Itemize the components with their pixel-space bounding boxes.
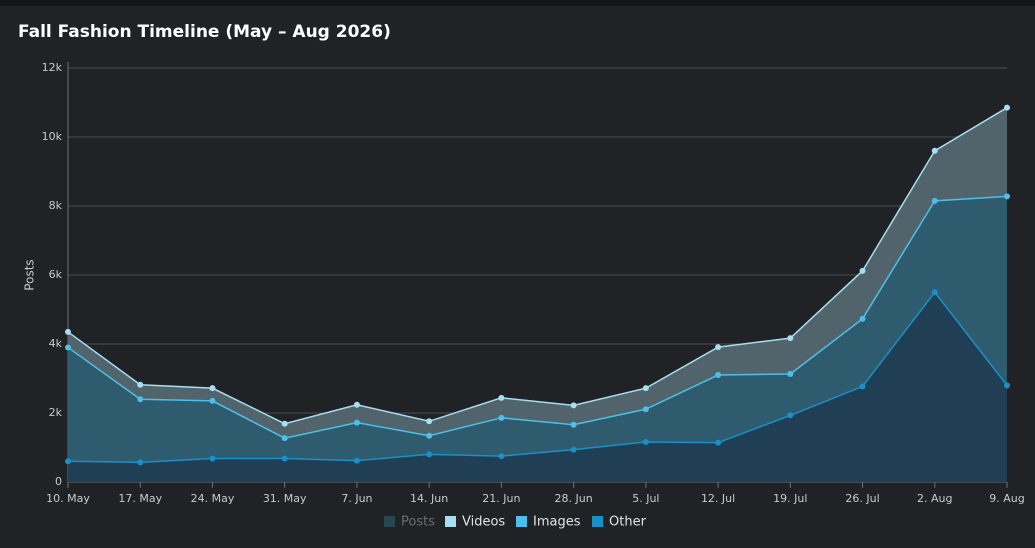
point (642, 406, 649, 413)
y-tick-label: 0 (55, 475, 62, 488)
point (570, 446, 577, 453)
point (570, 421, 577, 428)
x-tick-label: 24. May (191, 492, 235, 505)
point (1004, 104, 1010, 111)
x-tick-label: 7. Jun (341, 492, 372, 505)
point (931, 289, 938, 296)
point (1004, 382, 1010, 389)
legend-item[interactable]: Posts (384, 515, 435, 530)
point (715, 439, 722, 446)
chart-title: Fall Fashion Timeline (May – Aug 2026) (18, 22, 391, 42)
y-tick-label: 6k (49, 268, 63, 281)
point (426, 418, 433, 425)
point (570, 402, 577, 409)
legend-label: Videos (462, 515, 505, 530)
y-tick-label: 2k (49, 406, 63, 419)
y-tick-label: 8k (49, 199, 63, 212)
x-tick-label: 26. Jul (845, 492, 879, 505)
area (68, 292, 1007, 482)
x-tick-label: 31. May (263, 492, 307, 505)
x-tick-label: 12. Jul (701, 492, 735, 505)
x-tick-label: 2. Aug (917, 492, 952, 505)
point (931, 147, 938, 154)
legend-item[interactable]: Other (592, 515, 647, 530)
area (68, 107, 1007, 439)
legend-label: Posts (401, 515, 435, 530)
top-bar (0, 0, 1035, 6)
legend-swatch (445, 516, 456, 527)
point (426, 432, 433, 439)
area (68, 196, 1007, 463)
point (642, 438, 649, 445)
y-tick-label: 4k (49, 337, 63, 350)
point (65, 328, 71, 335)
x-tick-label: 14. Jun (410, 492, 448, 505)
point (787, 335, 794, 342)
point (498, 414, 505, 421)
series-line (67, 291, 1008, 464)
x-tick-label: 5. Jul (632, 492, 659, 505)
x-tick-label: 19. Jul (773, 492, 807, 505)
legend-label: Other (609, 515, 647, 530)
legend-swatch (384, 516, 395, 527)
point (715, 372, 722, 379)
point (715, 344, 722, 351)
legend-item[interactable]: Images (516, 515, 581, 530)
point (209, 397, 216, 404)
legend-label: Images (533, 515, 581, 530)
point (642, 385, 649, 392)
y-tick-label: 12k (42, 61, 63, 74)
point (859, 315, 866, 322)
y-tick-label: 10k (42, 130, 63, 143)
series-line (67, 107, 1008, 425)
x-tick-label: 10. May (46, 492, 90, 505)
point (209, 455, 216, 462)
point (1004, 193, 1010, 200)
point (353, 457, 360, 464)
point (931, 197, 938, 204)
point (859, 267, 866, 274)
y-axis-label: Posts (23, 259, 37, 290)
point (859, 383, 866, 390)
series-line (67, 195, 1008, 439)
x-tick-label: 28. Jun (555, 492, 593, 505)
x-tick-label: 9. Aug (989, 492, 1024, 505)
point (353, 419, 360, 426)
point (498, 394, 505, 401)
point (281, 420, 288, 427)
point (209, 385, 216, 392)
point (281, 455, 288, 462)
point (281, 435, 288, 442)
legend-item[interactable]: Videos (445, 515, 505, 530)
point (137, 396, 144, 403)
point (787, 371, 794, 378)
point (137, 459, 144, 466)
point (65, 344, 71, 351)
point (353, 401, 360, 408)
legend-swatch (592, 516, 603, 527)
x-tick-label: 21. Jun (482, 492, 520, 505)
point (426, 451, 433, 458)
legend-swatch (516, 516, 527, 527)
x-tick-label: 17. May (118, 492, 162, 505)
point (498, 453, 505, 460)
point (137, 381, 144, 388)
point (787, 412, 794, 419)
point (65, 458, 71, 465)
